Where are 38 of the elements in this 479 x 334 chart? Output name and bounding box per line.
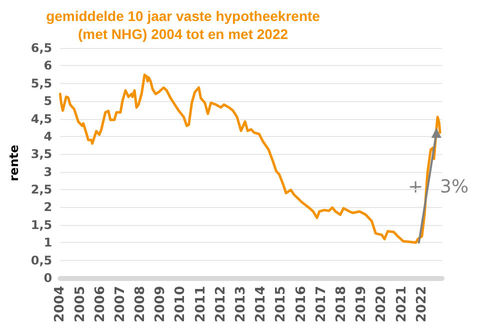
x-tick-label: 2013 [234, 286, 249, 322]
annotation: 3% [440, 176, 469, 198]
y-tick-label: 1 [44, 236, 52, 250]
y-tick-label: 1,5 [30, 218, 52, 232]
x-tick-label: 2016 [294, 286, 309, 322]
x-tick-label: 2022 [414, 286, 430, 322]
x-tick-label: 2009 [153, 286, 168, 322]
x-tick-label: 2007 [112, 286, 128, 322]
y-tick-label: 6 [44, 58, 52, 73]
x-tick-label: 2006 [92, 286, 108, 322]
x-tick-label: 2005 [72, 286, 88, 322]
y-tick-label: 2 [44, 200, 52, 214]
x-tick-label: 2004 [52, 286, 68, 322]
x-tick-label: 2020 [374, 286, 390, 322]
line-series [58, 74, 442, 244]
x-tick-label: 2008 [133, 286, 148, 322]
x-tick-label: 2018 [334, 286, 350, 322]
y-tick-label: 4,5 [30, 112, 52, 126]
y-tick-label: 3 [44, 164, 52, 179]
y-tick-label: 0,5 [30, 253, 52, 268]
x-tick-label: 2021 [394, 286, 410, 322]
x-tick-label: 2011 [193, 286, 208, 322]
y-tick-label: 5,5 [30, 76, 52, 90]
x-tick-label: 2015 [274, 286, 289, 322]
y-tick-label: 2,5 [30, 182, 52, 197]
x-tick-label: 2019 [354, 286, 370, 322]
y-axis-title: rente [7, 144, 21, 182]
y-tick-label: 3,5 [30, 147, 52, 162]
annotation: + [408, 176, 424, 198]
y-tick-label: 5 [44, 94, 52, 108]
y-tick-label: 6,5 [30, 41, 52, 55]
x-tick-label: 2014 [254, 286, 269, 322]
y-tick-label: 4 [44, 129, 52, 144]
y-tick-label: 0 [44, 271, 52, 285]
x-tick-label: 2017 [314, 286, 329, 322]
chart-title: gemiddelde 10 jaar vaste hypotheekrente (met NHG) 2004 tot en met 2022 [46, 8, 320, 42]
x-tick-label: 2010 [173, 286, 188, 322]
x-tick-label: 2012 [213, 286, 228, 322]
